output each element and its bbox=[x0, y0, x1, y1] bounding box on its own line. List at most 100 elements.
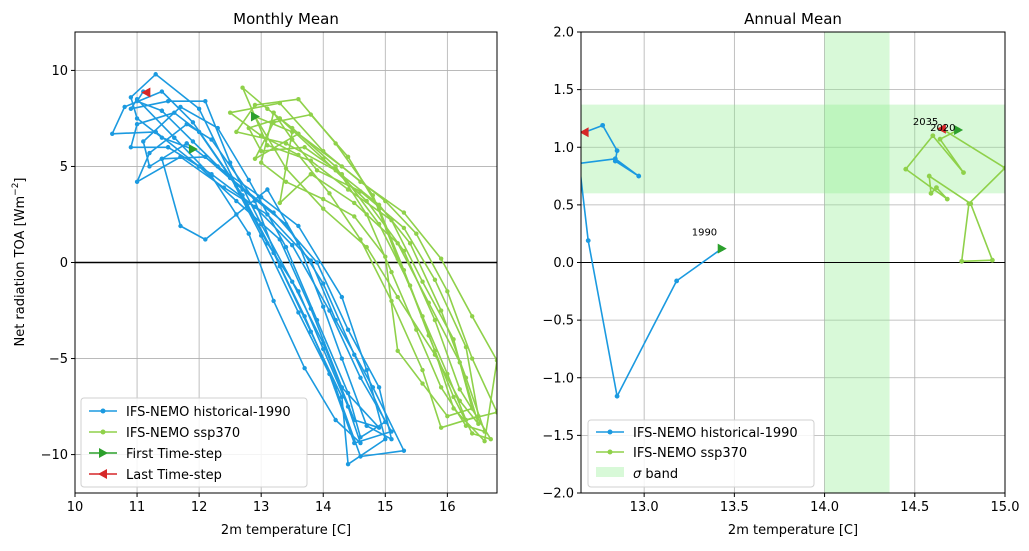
monthly-series-line bbox=[130, 73, 362, 444]
monthly-x-tick-label: 10 bbox=[67, 500, 84, 515]
annual-y-tick-label: 1.5 bbox=[553, 83, 574, 98]
monthly-data-point bbox=[196, 106, 202, 112]
monthly-data-point bbox=[159, 89, 165, 94]
monthly-data-point bbox=[240, 85, 245, 90]
monthly-data-point bbox=[345, 154, 351, 160]
monthly-data-point bbox=[432, 352, 438, 357]
monthly-legend-box bbox=[80, 397, 308, 488]
monthly-data-point bbox=[277, 100, 282, 106]
sigma-band-swatch bbox=[596, 467, 624, 477]
annual-y-tick-label: −1.0 bbox=[542, 371, 574, 386]
annual-mean-title: Annual Mean bbox=[744, 10, 842, 28]
monthly-data-point bbox=[234, 129, 239, 135]
monthly-data-point bbox=[469, 356, 475, 361]
monthly-data-point bbox=[345, 327, 351, 332]
monthly-data-point bbox=[258, 160, 264, 165]
monthly-data-point bbox=[401, 448, 407, 453]
monthly-data-point bbox=[165, 145, 171, 150]
monthly-data-point bbox=[308, 329, 314, 334]
monthly-legend: IFS-NEMO historical-1990 IFS-NEMO ssp370… bbox=[80, 397, 308, 488]
monthly-data-point bbox=[227, 175, 233, 181]
monthly-data-point bbox=[321, 206, 326, 211]
monthly-data-point bbox=[345, 390, 351, 396]
monthly-data-point bbox=[333, 164, 338, 169]
monthly-data-point bbox=[178, 104, 183, 110]
monthly-data-point bbox=[352, 214, 357, 219]
monthly-data-point bbox=[345, 187, 351, 192]
monthly-data-point bbox=[240, 193, 245, 198]
annual-y-tick-label: −1.5 bbox=[542, 429, 574, 444]
monthly-data-point bbox=[494, 410, 497, 415]
monthly-data-point bbox=[432, 317, 438, 323]
monthly-data-point bbox=[339, 356, 345, 361]
monthly-data-point bbox=[314, 260, 320, 265]
monthly-data-point bbox=[265, 143, 270, 148]
annual-data-point bbox=[928, 190, 934, 196]
monthly-data-point bbox=[364, 244, 369, 250]
monthly-data-point bbox=[339, 394, 345, 400]
monthly-data-point bbox=[420, 367, 425, 373]
year-annotation: 2020 bbox=[930, 123, 955, 134]
monthly-data-point bbox=[314, 168, 320, 173]
monthly-data-point bbox=[203, 237, 208, 242]
monthly-x-ticks: 10 11 12 13 14 15 16 bbox=[67, 493, 456, 515]
annual-x-tick-label: 14.5 bbox=[900, 500, 929, 515]
monthly-data-point bbox=[283, 179, 289, 185]
monthly-data-point bbox=[345, 461, 351, 467]
monthly-mean-title: Monthly Mean bbox=[233, 10, 339, 28]
annual-series-historical bbox=[581, 122, 725, 399]
monthly-data-point bbox=[172, 135, 177, 140]
monthly-data-point bbox=[395, 294, 400, 300]
monthly-x-tick-label: 12 bbox=[191, 500, 208, 515]
monthly-data-point bbox=[296, 310, 301, 315]
monthly-x-tick-label: 14 bbox=[315, 500, 332, 515]
annual-legend-item-historical: IFS-NEMO historical-1990 bbox=[596, 426, 798, 441]
monthly-y-tick-label: −5 bbox=[49, 352, 68, 367]
annual-legend-item-sigma-band: σ band bbox=[596, 467, 678, 482]
annual-legend-label-sigma-band: σ band bbox=[633, 467, 678, 482]
monthly-data-point bbox=[401, 210, 407, 215]
monthly-data-point bbox=[352, 200, 357, 206]
monthly-data-point bbox=[438, 308, 444, 313]
annual-data-point bbox=[1002, 165, 1005, 171]
monthly-legend-label-historical: IFS-NEMO historical-1990 bbox=[126, 405, 291, 420]
monthly-data-point bbox=[469, 314, 475, 319]
monthly-data-point bbox=[457, 398, 462, 403]
monthly-data-point bbox=[352, 352, 357, 357]
monthly-data-point bbox=[339, 294, 345, 300]
monthly-data-point bbox=[333, 417, 338, 423]
monthly-data-point bbox=[339, 171, 345, 177]
monthly-data-point bbox=[476, 421, 481, 427]
monthly-data-point bbox=[209, 171, 214, 177]
monthly-legend-item-first: First Time-step bbox=[89, 447, 222, 462]
annual-data-point bbox=[930, 133, 936, 139]
annual-data-point bbox=[903, 166, 909, 172]
monthly-data-point bbox=[134, 98, 140, 104]
last-time-step-marker bbox=[581, 127, 589, 138]
monthly-data-point bbox=[296, 223, 301, 229]
monthly-data-point bbox=[321, 304, 326, 309]
monthly-data-point bbox=[246, 177, 251, 183]
monthly-data-point bbox=[271, 298, 276, 304]
monthly-data-point bbox=[358, 435, 363, 440]
monthly-data-point bbox=[190, 120, 196, 125]
annual-data-point bbox=[636, 173, 642, 179]
first-time-step-marker bbox=[717, 243, 727, 254]
annual-legend-box bbox=[587, 419, 815, 488]
monthly-data-point bbox=[265, 187, 270, 192]
monthly-data-point bbox=[321, 196, 326, 202]
monthly-data-point bbox=[178, 223, 183, 229]
monthly-data-point bbox=[401, 225, 407, 231]
monthly-y-tick-label: 10 bbox=[51, 64, 68, 79]
last-time-step-marker bbox=[936, 123, 946, 134]
annual-y-tick-label: −0.5 bbox=[542, 314, 574, 329]
monthly-data-point bbox=[283, 166, 289, 171]
annual-data-point bbox=[612, 158, 618, 164]
monthly-data-point bbox=[407, 241, 413, 246]
first-time-step-marker bbox=[188, 144, 198, 155]
monthly-data-point bbox=[296, 131, 301, 137]
monthly-data-point bbox=[432, 277, 438, 282]
monthly-data-point bbox=[308, 112, 314, 117]
monthly-data-point bbox=[327, 191, 332, 196]
